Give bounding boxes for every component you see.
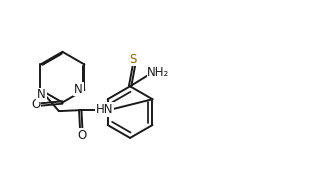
Text: NH₂: NH₂ [147,66,169,79]
Text: S: S [129,53,137,66]
Text: N: N [74,83,83,96]
Text: O: O [78,129,87,142]
Text: O: O [31,98,41,111]
Text: N: N [37,88,46,101]
Text: HN: HN [95,103,113,116]
